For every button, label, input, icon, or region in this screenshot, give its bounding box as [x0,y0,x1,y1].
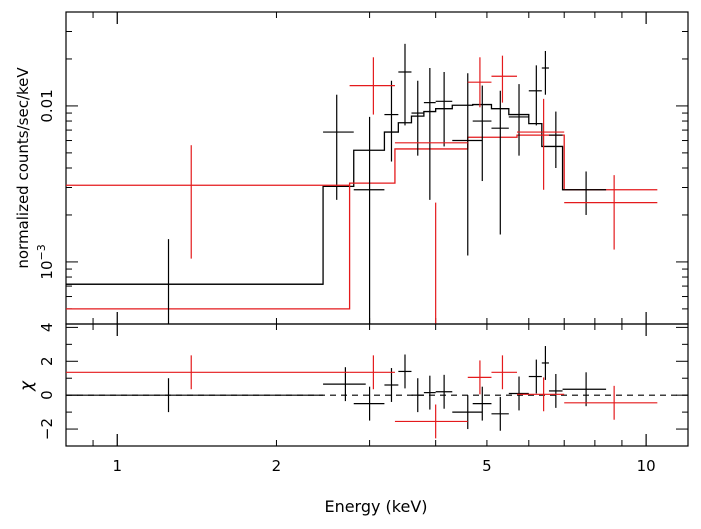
spectrum-data-point [491,90,509,235]
residual-data-point [423,375,436,410]
y-tick-label: 0.01 [38,89,56,122]
residual-data-point [528,359,542,394]
residual-data-point [353,386,385,421]
spectrum-data-point [353,116,385,324]
x-tick-label: 1 [112,457,122,475]
residual-data-point [541,346,549,380]
residual-y-tick-label: −2 [38,418,56,440]
spectrum-data-point [528,65,542,126]
residual-data-point [66,378,324,413]
residual-data-point [564,385,658,420]
spectrum-data-point [435,71,453,147]
spectrum-data-point [66,239,324,324]
residual-data-point [452,395,483,430]
residual-data-point [435,374,453,409]
spectrum-data-point [411,80,424,156]
spectrum-data-point [491,55,518,103]
spectrum-data-point [423,68,436,200]
residual-y-tick-label: 2 [38,357,56,367]
spectrum-data-point [398,43,412,126]
spectrum-data-point [564,175,658,250]
x-tick-label: 2 [272,457,282,475]
x-axis-label: Energy (keV) [324,497,427,516]
y-tick-label-exponent: −3 [35,244,48,260]
spectrum-y-axis-label: normalized counts/sec/keV [14,67,32,269]
spectrum-data-point [508,84,529,156]
residual-data-point [491,355,518,390]
residual-y-tick-label: 0 [38,390,56,400]
spectrum-data-point [467,57,492,108]
residual-data-point [349,355,395,390]
residual-data-point [508,376,529,411]
spectrum-panel: 0.01 10−3 normalized counts/sec/keV [14,11,689,325]
residual-ticks [65,324,688,447]
x-tick-labels: 1 2 5 10 [112,457,655,475]
residual-y-tick-label: 4 [38,323,56,333]
spectrum-data-point [562,171,607,215]
residual-data-points [66,346,658,439]
model-line [66,134,658,310]
residual-data-point [548,373,563,408]
x-tick-label: 10 [637,457,656,475]
residual-data-point [472,386,492,421]
spectrum-data-point [349,57,395,115]
y-tick-label-base: 10 [38,260,56,279]
spectrum-data-point [384,80,399,162]
spectrum-data-point [548,111,563,168]
residual-data-point [491,396,509,431]
spectrum-data-point [323,94,354,200]
spectrum-axes-frame [65,11,689,325]
spectrum-data-point [66,145,350,259]
spectrum-data-point [394,142,468,324]
residual-data-point [562,372,607,407]
spectrum-data-point [452,73,483,256]
spectrum-model-lines [66,103,658,310]
spectrum-data-points [66,43,658,324]
residual-y-tick-labels: 4 2 0 −2 [38,323,56,441]
residual-y-axis-label: χ [17,380,37,392]
residual-panel: 4 2 0 −2 1 2 5 10 χ Energy (keV) [17,323,689,516]
residual-data-point [467,360,492,395]
x-tick-label: 5 [482,457,492,475]
y-tick-label: 10−3 [35,244,56,279]
residual-data-point [394,404,468,439]
spectrum-y-tick-labels: 0.01 10−3 [35,89,56,279]
residual-data-point [398,354,412,389]
spectrum-ticks [65,11,688,325]
residual-axes-frame [65,323,689,447]
residual-data-point [411,378,424,413]
spectrum-data-point [472,85,492,182]
residual-data-point [66,355,350,390]
residual-data-point [384,368,399,402]
spectrum-data-point [541,50,549,95]
spectrum-data-point [517,98,565,190]
residual-data-point [517,377,565,412]
